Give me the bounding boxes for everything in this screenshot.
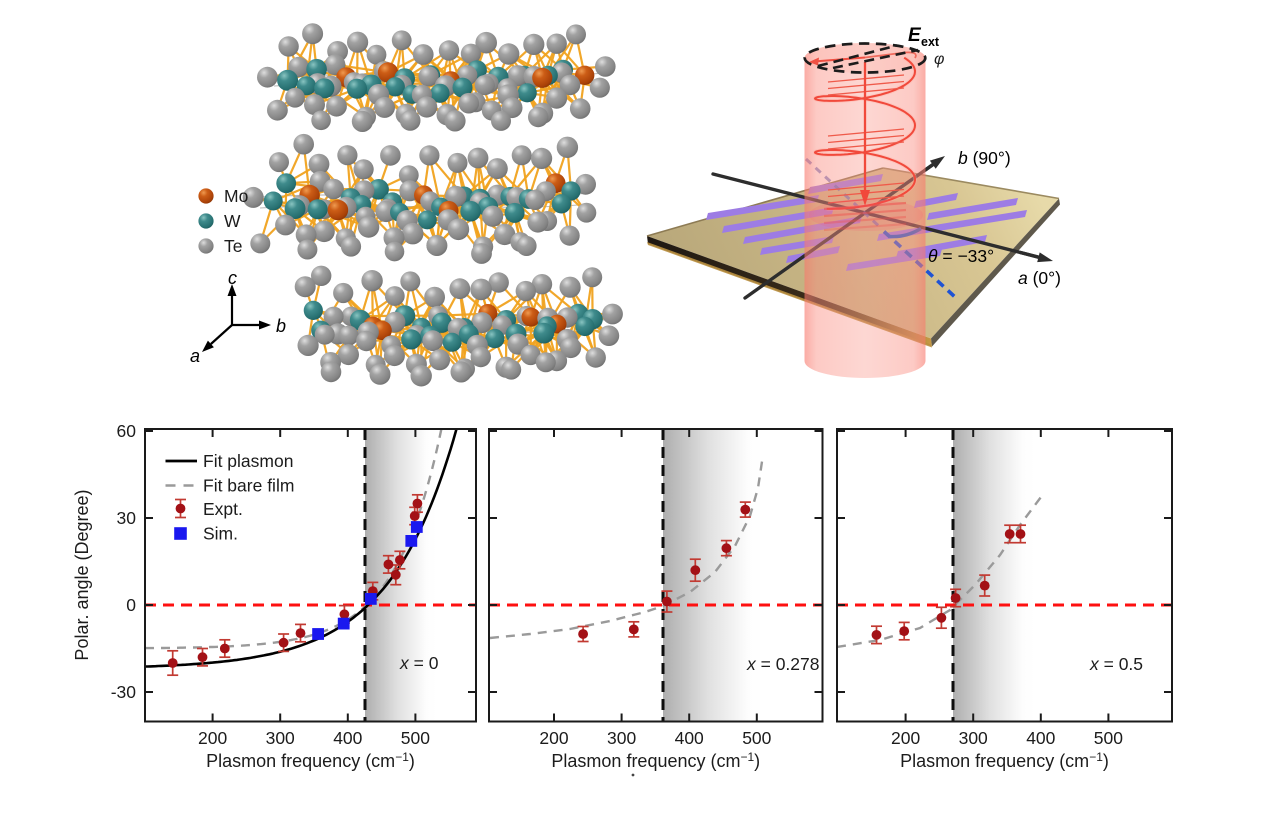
svg-text:400: 400 (333, 728, 362, 748)
svg-text:30: 30 (117, 508, 137, 528)
svg-text:Te: Te (224, 236, 242, 256)
svg-text:0: 0 (126, 595, 136, 615)
svg-text:500: 500 (401, 728, 430, 748)
svg-text:x = 0.278: x = 0.278 (746, 654, 820, 674)
svg-text:Fit plasmon: Fit plasmon (203, 451, 293, 471)
svg-text:a (0°): a (0°) (1018, 268, 1061, 288)
svg-text:Expt.: Expt. (203, 499, 243, 519)
svg-text:θ = −33°: θ = −33° (928, 246, 994, 266)
svg-text:W: W (224, 211, 241, 231)
svg-text:500: 500 (1094, 728, 1123, 748)
svg-text:400: 400 (675, 728, 704, 748)
svg-text:c: c (228, 268, 237, 288)
svg-text:Plasmon frequency (cm−1): Plasmon frequency (cm−1) (900, 750, 1109, 771)
svg-text:Sim.: Sim. (203, 524, 238, 544)
svg-text:Fit bare film: Fit bare film (203, 476, 294, 496)
svg-text:Mo: Mo (224, 186, 248, 206)
svg-text:a: a (190, 346, 200, 366)
svg-text:300: 300 (266, 728, 295, 748)
svg-text:ext: ext (921, 35, 940, 49)
svg-text:Polar. angle (Degree): Polar. angle (Degree) (72, 489, 92, 660)
svg-text:300: 300 (607, 728, 636, 748)
svg-text:E: E (908, 25, 922, 46)
svg-text:φ: φ (934, 51, 944, 68)
svg-text:200: 200 (198, 728, 227, 748)
svg-text:200: 200 (891, 728, 920, 748)
svg-text:b: b (276, 316, 286, 336)
svg-text:Plasmon frequency (cm−1): Plasmon frequency (cm−1) (206, 750, 415, 771)
svg-text:x = 0.5: x = 0.5 (1089, 654, 1143, 674)
svg-text:x = 0: x = 0 (399, 653, 439, 673)
svg-text:200: 200 (539, 728, 568, 748)
svg-text:Plasmon frequency (cm−1): Plasmon frequency (cm−1) (551, 750, 760, 771)
svg-text:-30: -30 (111, 682, 137, 702)
svg-text:500: 500 (742, 728, 771, 748)
svg-text:60: 60 (117, 421, 137, 441)
svg-text:b (90°): b (90°) (958, 148, 1011, 168)
svg-text:300: 300 (959, 728, 988, 748)
svg-text:400: 400 (1026, 728, 1055, 748)
